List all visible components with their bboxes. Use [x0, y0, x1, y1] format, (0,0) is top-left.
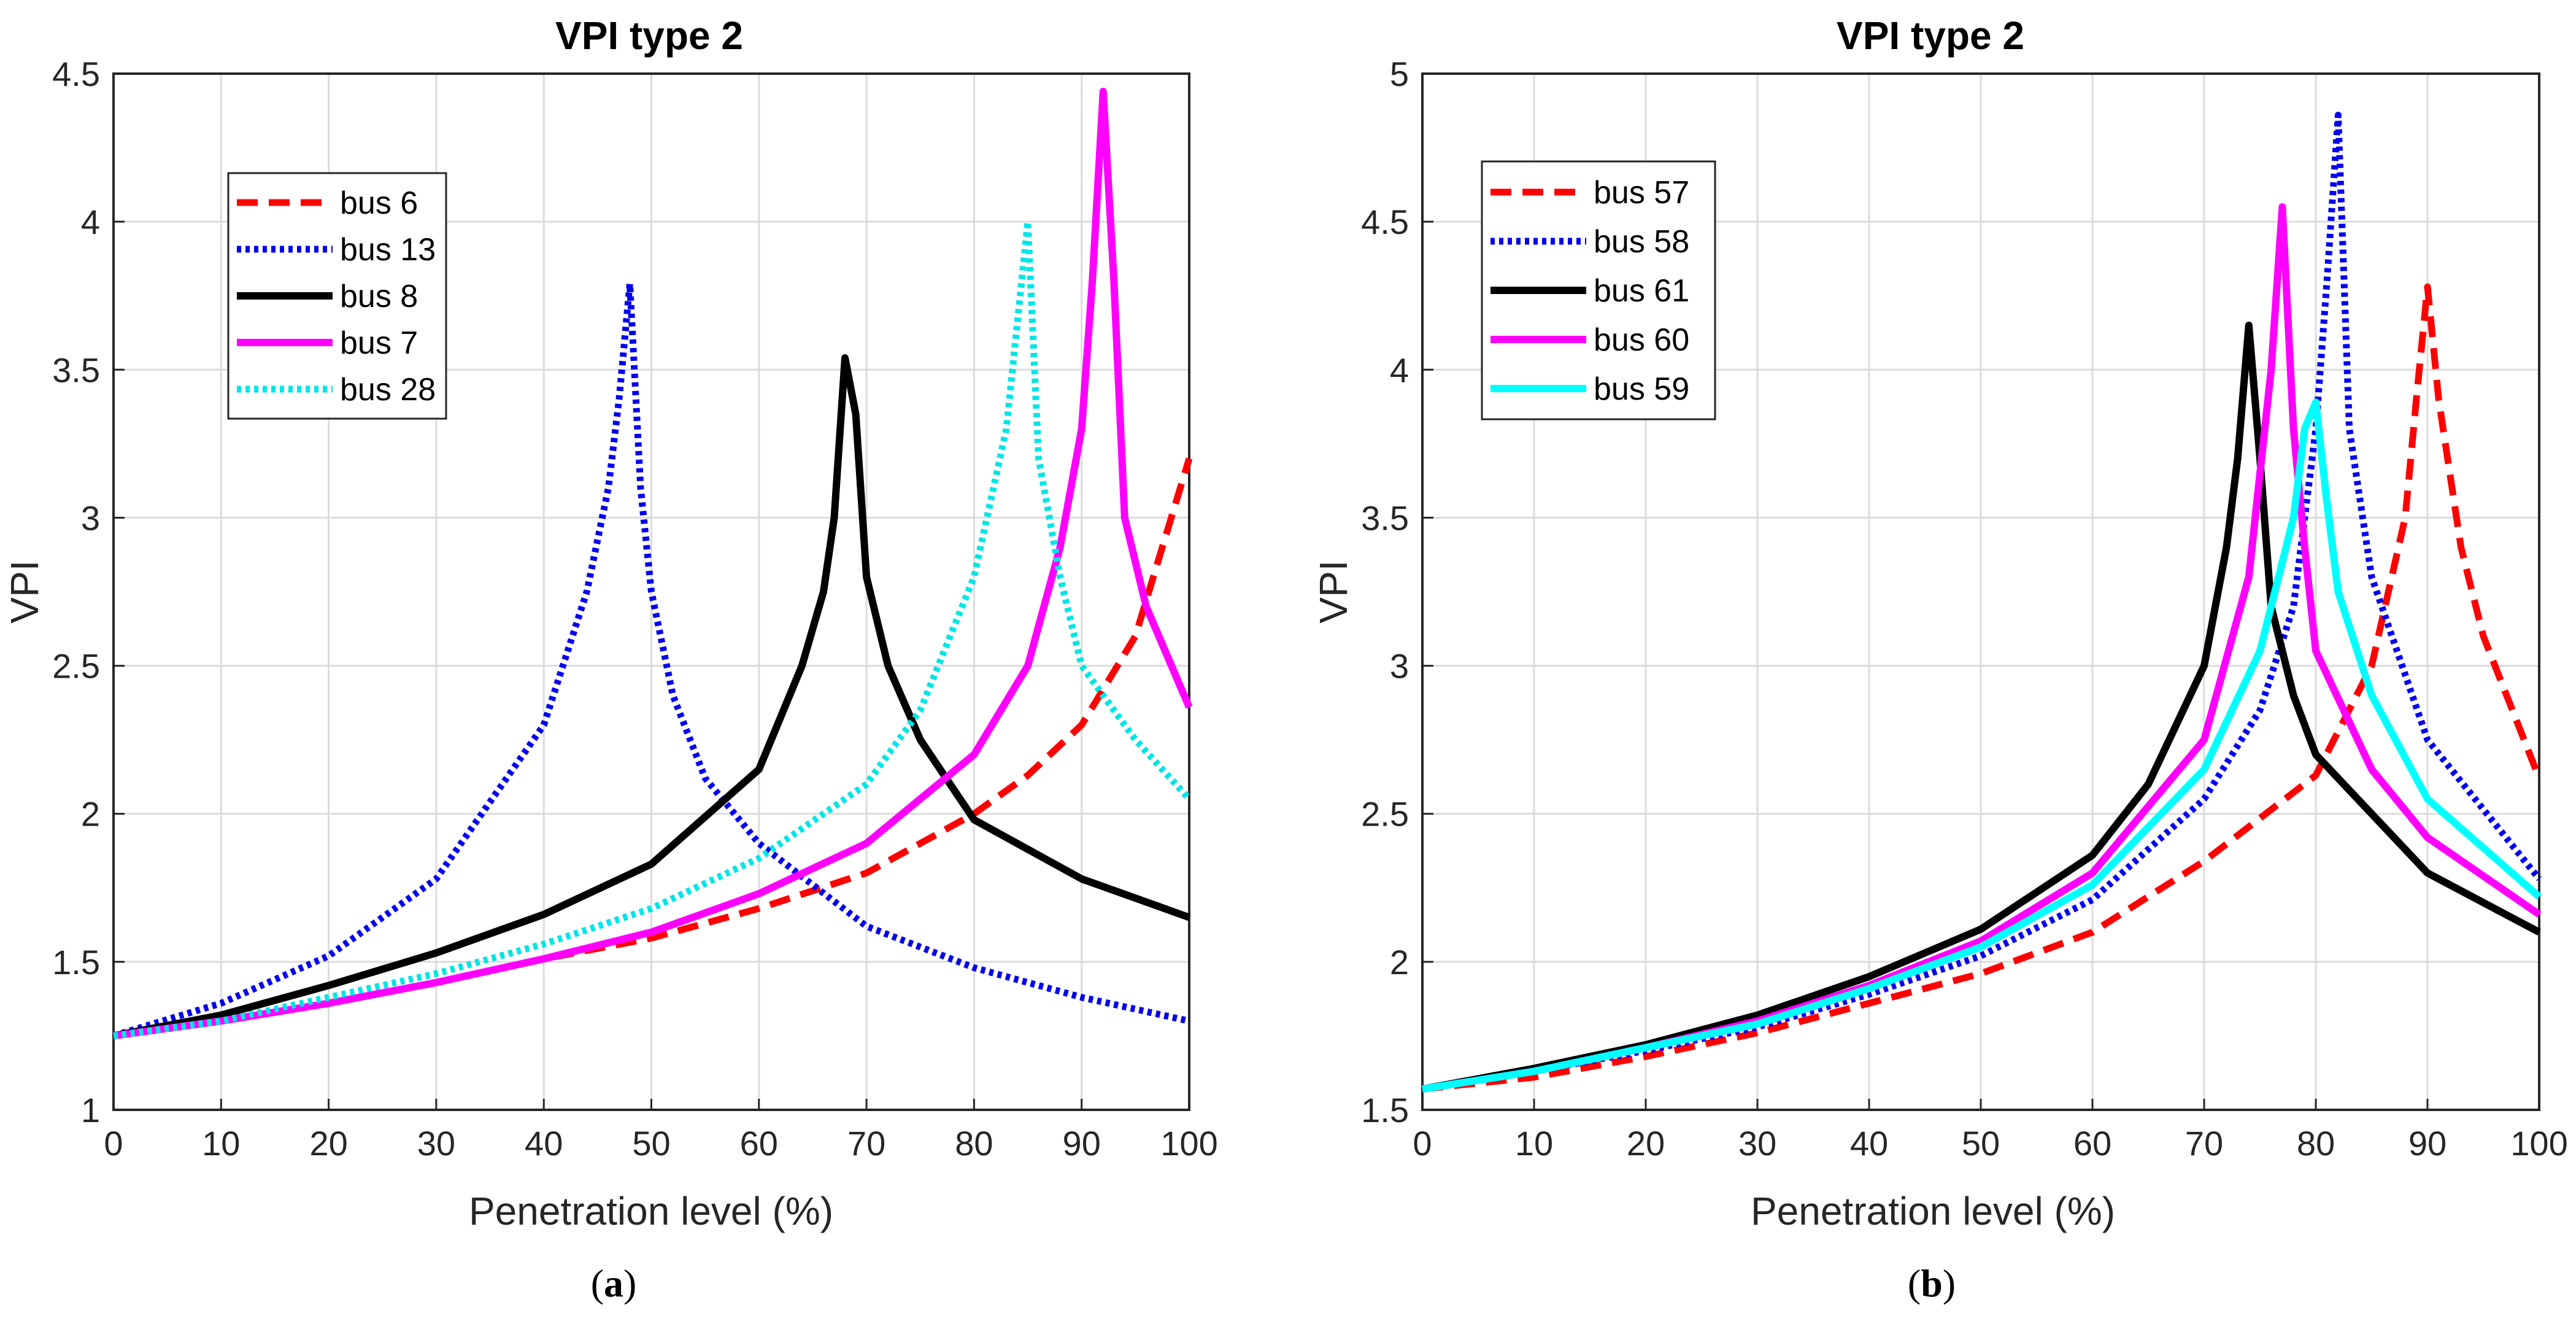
y-tick-label: 2.5 — [1361, 795, 1409, 834]
legend-label: bus 28 — [340, 372, 436, 408]
x-tick-label: 100 — [1160, 1124, 1217, 1163]
x-tick-label: 70 — [847, 1124, 885, 1163]
series-line-bus-8 — [112, 354, 1191, 1040]
x-tick-label: 40 — [525, 1124, 563, 1163]
y-tick-label: 5 — [1390, 55, 1409, 93]
y-tick-label: 1 — [81, 1091, 100, 1129]
legend-label: bus 13 — [340, 232, 436, 268]
y-tick-label: 1.5 — [52, 943, 100, 982]
legend-label: bus 7 — [340, 325, 418, 361]
y-tick-label: 4.5 — [1361, 203, 1409, 241]
x-tick-label: 60 — [2073, 1124, 2111, 1163]
x-tick-label: 90 — [1063, 1124, 1101, 1163]
series-line-bus-13 — [112, 280, 1190, 1039]
chart-title: VPI type 2 — [1837, 14, 2024, 58]
legend-label: bus 59 — [1594, 371, 1689, 407]
panel-caption-b: (b) — [1908, 1261, 1956, 1305]
legend: bus 57 bus 58 bus 61 bus 60 bus 59 — [1481, 160, 1716, 420]
x-tick-label: 20 — [309, 1124, 347, 1163]
chart-panel-a: VPI type 2 0 10 20 30 40 50 60 70 80 90 100 1 1.5 2 2.… — [2, 14, 1218, 1305]
panel-label-a: a — [604, 1261, 623, 1305]
legend-label: bus 8 — [340, 279, 418, 314]
chart-panel-b: VPI type 2 0 10 20 30 40 50 60 70 80 90 100 1.5 2 2.5… — [1311, 14, 2568, 1305]
y-tick-label: 2 — [81, 795, 100, 834]
legend: bus 6 bus 13 bus 8 bus 7 bus 28 — [227, 172, 447, 420]
x-tick-label: 0 — [104, 1124, 123, 1163]
y-tick-label: 3.5 — [1361, 498, 1409, 537]
y-tick-label: 2.5 — [52, 647, 100, 686]
x-tick-label: 60 — [740, 1124, 778, 1163]
legend-label: bus 6 — [340, 185, 418, 221]
x-tick-label: 40 — [1850, 1124, 1888, 1163]
x-tick-label: 80 — [2297, 1124, 2335, 1163]
series-line-bus-7 — [113, 87, 1193, 1040]
x-axis-label: Penetration level (%) — [469, 1189, 833, 1233]
x-tick-label: 20 — [1627, 1124, 1665, 1163]
y-tick-label: 3 — [1390, 647, 1409, 686]
x-axis-label: Penetration level (%) — [1751, 1189, 2115, 1233]
y-tick-label: 4 — [1390, 351, 1409, 389]
x-tick-label: 100 — [2510, 1124, 2567, 1163]
y-tick-label: 2 — [1390, 943, 1409, 982]
legend-label: bus 60 — [1594, 322, 1689, 358]
panel-caption-a: (a) — [591, 1261, 637, 1305]
y-tick-label: 4.5 — [52, 55, 100, 93]
x-tick-label: 50 — [1962, 1124, 2000, 1163]
legend-label: bus 61 — [1594, 273, 1689, 309]
y-tick-label: 4 — [81, 203, 100, 241]
y-axis-label: VPI — [2, 560, 47, 623]
chart-title: VPI type 2 — [555, 14, 743, 58]
y-axis-label: VPI — [1311, 560, 1355, 623]
ticks: 0 10 20 30 40 50 60 70 80 90 100 1.5 2 2.5 3 3.5 4 4.5 5 — [1361, 55, 2568, 1163]
series-line-bus-57 — [1422, 283, 2543, 1093]
x-tick-label: 80 — [955, 1124, 993, 1163]
series — [112, 87, 1193, 1040]
x-tick-label: 0 — [1413, 1124, 1432, 1163]
series-line-bus-61 — [1421, 321, 2541, 1093]
x-tick-label: 50 — [632, 1124, 670, 1163]
x-tick-label: 30 — [1738, 1124, 1776, 1163]
x-tick-label: 30 — [417, 1124, 455, 1163]
legend-label: bus 58 — [1594, 224, 1689, 260]
x-tick-label: 10 — [1515, 1124, 1553, 1163]
y-tick-label: 3.5 — [52, 351, 100, 389]
series — [1421, 112, 2543, 1093]
x-tick-label: 10 — [202, 1124, 240, 1163]
series-line-bus-28 — [113, 218, 1192, 1039]
y-tick-label: 3 — [81, 498, 100, 537]
ticks: 0 10 20 30 40 50 60 70 80 90 100 1 1.5 2 2.5 3 3.5 4 4.5 — [52, 55, 1218, 1163]
x-tick-label: 90 — [2408, 1124, 2447, 1163]
series-line-bus-59 — [1422, 398, 2542, 1093]
panel-label-b: b — [1921, 1261, 1943, 1305]
y-tick-label: 1.5 — [1361, 1091, 1409, 1129]
legend-label: bus 57 — [1594, 175, 1689, 211]
series-line-bus-6 — [113, 457, 1193, 1039]
x-tick-label: 70 — [2185, 1124, 2223, 1163]
